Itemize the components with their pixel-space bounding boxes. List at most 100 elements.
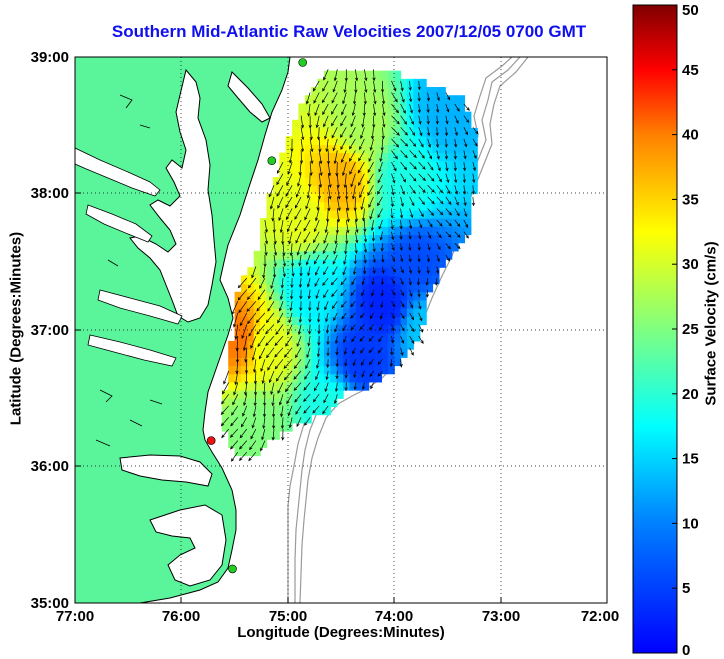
- velocity-arrow: [436, 231, 442, 239]
- velocity-cell: [400, 78, 408, 88]
- velocity-cell: [292, 365, 300, 375]
- velocity-cell: [375, 193, 383, 203]
- velocity-arrow: [391, 289, 396, 296]
- velocity-cell: [266, 218, 274, 227]
- velocity-cell: [311, 291, 319, 301]
- velocity-cell: [247, 398, 255, 408]
- velocity-cell: [394, 226, 402, 236]
- velocity-cell: [330, 324, 338, 334]
- velocity-cell: [426, 259, 434, 268]
- velocity-cell: [362, 299, 370, 309]
- velocity-cell: [330, 127, 338, 137]
- velocity-arrow: [344, 382, 348, 392]
- velocity-arrow: [363, 254, 367, 264]
- velocity-cell: [317, 349, 325, 358]
- velocity-cell: [426, 226, 434, 236]
- velocity-cell: [311, 201, 319, 211]
- velocity-cell: [272, 308, 280, 317]
- velocity-cell: [253, 431, 261, 440]
- velocity-arrow: [309, 162, 313, 176]
- velocity-cell: [381, 177, 389, 186]
- velocity-arrow: [360, 359, 365, 366]
- velocity-arrow: [409, 301, 414, 309]
- velocity-cell: [292, 308, 300, 317]
- velocity-arrow: [463, 127, 468, 136]
- velocity-cell: [330, 177, 338, 186]
- velocity-cell: [221, 422, 229, 432]
- velocity-cell: [234, 324, 242, 334]
- velocity-cell: [343, 201, 351, 211]
- velocity-cell: [400, 152, 408, 162]
- velocity-arrow: [361, 278, 365, 286]
- velocity-cell: [228, 439, 236, 448]
- velocity-cell: [292, 185, 300, 195]
- velocity-cell: [266, 283, 274, 293]
- velocity-cell: [426, 136, 434, 145]
- velocity-cell: [458, 119, 466, 129]
- velocity-arrow: [463, 150, 467, 160]
- velocity-cell: [298, 152, 306, 162]
- velocity-cell: [260, 381, 268, 391]
- velocity-cell: [279, 259, 287, 268]
- velocity-arrow: [353, 382, 357, 391]
- velocity-arrow: [280, 405, 284, 418]
- velocity-cell: [355, 111, 363, 121]
- velocity-cell: [426, 209, 434, 219]
- velocity-arrow: [418, 138, 424, 148]
- velocity-cell: [311, 381, 319, 391]
- velocity-cell: [317, 308, 325, 317]
- velocity-cell: [234, 340, 242, 350]
- velocity-cell: [349, 218, 357, 227]
- velocity-cell: [355, 275, 363, 285]
- velocity-cell: [362, 160, 370, 170]
- velocity-cell: [330, 136, 338, 145]
- velocity-cell: [349, 168, 357, 178]
- velocity-arrow: [240, 417, 248, 428]
- velocity-cell: [266, 193, 274, 203]
- velocity-cell: [285, 226, 293, 236]
- velocity-cell: [234, 316, 242, 326]
- velocity-arrow: [331, 301, 338, 310]
- velocity-cell: [298, 160, 306, 170]
- velocity-cell: [375, 78, 383, 88]
- velocity-cell: [362, 349, 370, 358]
- x-tick-label: 73:00: [482, 608, 520, 625]
- velocity-cell: [330, 299, 338, 309]
- velocity-cell: [266, 332, 274, 342]
- velocity-arrow: [400, 138, 409, 147]
- velocity-cell: [438, 218, 446, 227]
- velocity-cell: [323, 381, 331, 391]
- velocity-cell: [317, 193, 325, 203]
- velocity-arrow: [312, 393, 320, 403]
- velocity-cell: [445, 209, 453, 219]
- velocity-cell: [432, 160, 440, 170]
- velocity-cell: [266, 422, 274, 432]
- velocity-cell: [266, 267, 274, 276]
- velocity-arrow: [418, 127, 423, 137]
- velocity-cell: [355, 332, 363, 342]
- velocity-cell: [240, 308, 248, 317]
- velocity-cell: [240, 283, 248, 293]
- velocity-arrow: [418, 301, 422, 310]
- velocity-arrow: [445, 92, 451, 101]
- velocity-cell: [458, 160, 466, 170]
- velocity-cell: [260, 431, 268, 440]
- velocity-arrow: [359, 185, 365, 199]
- velocity-arrow: [300, 138, 305, 153]
- velocity-cell: [260, 398, 268, 408]
- velocity-cell: [419, 144, 427, 154]
- velocity-cell: [451, 218, 459, 227]
- velocity-cell: [272, 349, 280, 358]
- velocity-cell: [368, 373, 376, 383]
- velocity-arrow: [436, 254, 440, 263]
- velocity-cell: [279, 324, 287, 334]
- velocity-arrow: [418, 115, 422, 125]
- velocity-arrow: [262, 405, 267, 418]
- velocity-arrow: [409, 150, 417, 159]
- velocity-cell: [240, 324, 248, 334]
- velocity-cell: [253, 365, 261, 375]
- velocity-cell: [400, 259, 408, 268]
- velocity-cell: [336, 381, 344, 391]
- velocity-arrow: [283, 370, 293, 381]
- velocity-cell: [349, 275, 357, 285]
